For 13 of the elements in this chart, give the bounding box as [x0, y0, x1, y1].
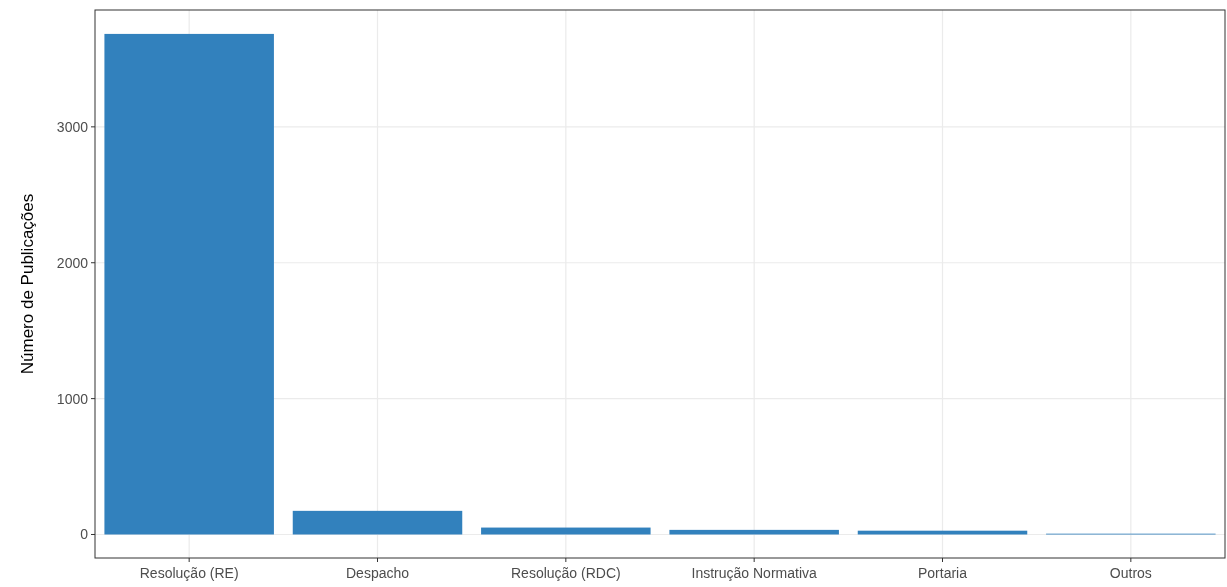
y-tick-label: 3000: [56, 118, 89, 135]
x-tick-label: Despacho: [345, 565, 410, 581]
y-axis-title: Número de Publicações: [18, 193, 37, 375]
x-tick-label: Instrução Normativa: [691, 565, 818, 581]
x-tick-label: Portaria: [917, 565, 968, 581]
x-tick-label: Outros: [1109, 565, 1152, 581]
y-tick-label: 1000: [56, 390, 89, 407]
x-tick-label: Resolução (RDC): [510, 565, 621, 581]
y-tick-label: 2000: [56, 254, 89, 271]
bar: [104, 33, 274, 535]
y-tick-label: 0: [80, 526, 89, 543]
x-tick-label: Resolução (RE): [139, 565, 239, 581]
bar: [292, 510, 463, 535]
